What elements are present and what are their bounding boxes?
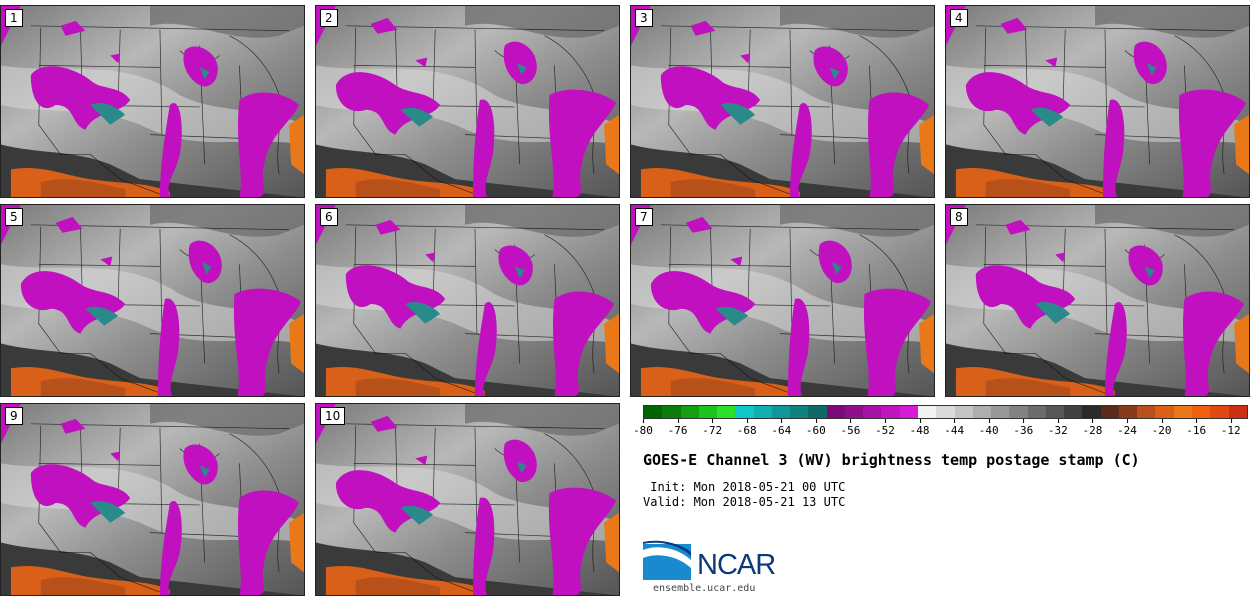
panel-number: 6: [320, 208, 338, 226]
colorbar-tick-label: -52: [875, 419, 895, 437]
panel-2[interactable]: 2: [315, 5, 620, 198]
colorbar-tick-label: -56: [840, 419, 861, 437]
panel-5[interactable]: 5: [0, 204, 305, 397]
colorbar-swatch: [863, 406, 882, 418]
colorbar-swatch: [954, 406, 973, 418]
colorbar-swatch: [991, 406, 1010, 418]
site-url: ensemble.ucar.edu: [653, 583, 756, 594]
colorbar-tick-label: -60: [805, 419, 826, 437]
init-time: Init: Mon 2018-05-21 00 UTC: [643, 480, 846, 494]
panel-number: 2: [320, 9, 338, 27]
colorbar-swatch: [1155, 406, 1174, 418]
colorbar-tick-label: -48: [909, 419, 930, 437]
colorbar-swatch: [1009, 406, 1028, 418]
colorbar-tick-label: -68: [736, 419, 757, 437]
colorbar-tick-label: -28: [1082, 419, 1103, 437]
colorbar-tick-label: -16: [1186, 419, 1207, 437]
colorbar-swatch: [808, 406, 827, 418]
water-vapor-map: [946, 6, 1249, 197]
colorbar-tick-label: -24: [1117, 419, 1137, 437]
water-vapor-map: [1, 404, 304, 595]
panel-number: 9: [5, 407, 23, 425]
water-vapor-map: [946, 205, 1249, 396]
colorbar-tick-label: -40: [978, 419, 999, 437]
water-vapor-map: [631, 205, 934, 396]
colorbar-swatch: [1100, 406, 1119, 418]
panel-1[interactable]: 1: [0, 5, 305, 198]
colorbar-swatch: [1064, 406, 1083, 418]
colorbar-swatch: [881, 406, 900, 418]
colorbar-swatch: [1118, 406, 1138, 418]
colorbar-swatch: [735, 406, 754, 418]
colorbar-swatch: [771, 406, 791, 418]
panel-number: 10: [320, 407, 346, 425]
water-vapor-map: [316, 205, 619, 396]
colorbar-swatch: [1191, 406, 1211, 418]
panel-6[interactable]: 6: [315, 204, 620, 397]
colorbar-swatch: [644, 406, 663, 418]
colorbar-swatch: [1137, 406, 1156, 418]
colorbar-swatch: [972, 406, 992, 418]
ncar-logo-text: NCAR: [697, 549, 776, 581]
water-vapor-map: [1, 6, 304, 197]
colorbar-swatch: [662, 406, 681, 418]
colorbar-swatch: [698, 406, 718, 418]
panel-8[interactable]: 8: [945, 204, 1250, 397]
chart-title: GOES-E Channel 3 (WV) brightness temp po…: [643, 451, 1140, 469]
colorbar-tick-label: -44: [944, 419, 965, 437]
colorbar-tick-label: -80: [633, 419, 653, 437]
colorbar-swatch: [1228, 406, 1247, 418]
panel-number: 1: [5, 9, 23, 27]
colorbar-tick-label: -76: [667, 419, 688, 437]
water-vapor-map: [1, 205, 304, 396]
panel-number: 8: [950, 208, 968, 226]
water-vapor-map: [316, 6, 619, 197]
colorbar-swatch: [717, 406, 736, 418]
colorbar-swatch: [753, 406, 772, 418]
panel-number: 3: [635, 9, 653, 27]
colorbar-tick-label: -36: [1013, 419, 1034, 437]
colorbar-swatch: [826, 406, 845, 418]
panel-9[interactable]: 9: [0, 403, 305, 596]
ncar-logo-icon: [643, 540, 691, 580]
colorbar-ticks: -80 -76 -72 -68 -64 -60 -56 -52 -48 -44 -40 -36 -32-…: [633, 419, 1248, 442]
colorbar-swatch: [844, 406, 864, 418]
panel-number: 7: [635, 208, 653, 226]
panel-4[interactable]: 4: [945, 5, 1250, 198]
colorbar-swatch: [1210, 406, 1229, 418]
colorbar-tick-label: -72: [702, 419, 723, 437]
panel-10[interactable]: 10: [315, 403, 620, 596]
colorbar-tick-label: -64: [771, 419, 792, 437]
water-vapor-map: [316, 404, 619, 595]
panel-7[interactable]: 7: [630, 204, 935, 397]
valid-time: Valid: Mon 2018-05-21 13 UTC: [643, 495, 846, 509]
colorbar-swatch: [1045, 406, 1065, 418]
colorbar-swatch: [790, 406, 809, 418]
colorbar-swatch: [917, 406, 937, 418]
water-vapor-map: [631, 6, 934, 197]
colorbar-tick-label: -20: [1151, 419, 1172, 437]
colorbar-swatch: [680, 406, 699, 418]
panel-number: 4: [950, 9, 968, 27]
colorbar-swatch: [1082, 406, 1101, 418]
colorbar-swatch: [1027, 406, 1046, 418]
colorbar-tick-label: -32: [1047, 419, 1068, 437]
colorbar-tick-label: -12: [1220, 419, 1241, 437]
panel-3[interactable]: 3: [630, 5, 935, 198]
colorbar-swatch: [936, 406, 955, 418]
colorbar-swatch: [1173, 406, 1192, 418]
colorbar-swatch: [899, 406, 918, 418]
colorbar: [643, 405, 1248, 419]
panel-number: 5: [5, 208, 23, 226]
